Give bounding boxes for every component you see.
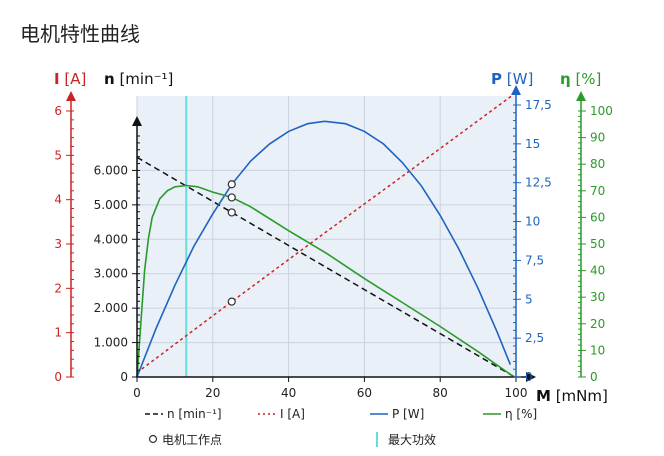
y-tick-label-n: 1.000: [94, 336, 128, 350]
y-tick-label-P: 7,5: [525, 253, 544, 267]
y-axis-arrow-eta: [576, 91, 586, 101]
x-tick-label: 60: [357, 386, 372, 400]
y-tick-label-P: 10: [525, 215, 540, 229]
y-tick-label-n: 6.000: [94, 163, 128, 177]
y-tick-label-eta: 0: [590, 370, 598, 384]
legend-label-operating-point: 电机工作点: [162, 433, 222, 447]
y-tick-label-eta: 50: [590, 237, 605, 251]
plot-area: [137, 96, 516, 377]
y-axis-P: 0 2,5 5 7,5 10 12,5 15 17,5 P [W]: [491, 70, 552, 384]
y-tick-label-I: 1: [54, 326, 62, 340]
x-axis-title: M [mNm]: [536, 387, 608, 405]
y-tick-label-I: 6: [54, 104, 62, 118]
operating-point-marker-eta: [227, 193, 236, 202]
x-tick-label: 100: [505, 386, 528, 400]
y-tick-label-P: 2,5: [525, 331, 544, 345]
legend-label-eta: η [%]: [505, 407, 537, 421]
y-tick-label-n: 0: [120, 370, 128, 384]
y-tick-label-eta: 10: [590, 343, 605, 357]
y-tick-label-I: 4: [54, 193, 62, 207]
series-line-n: [136, 156, 515, 378]
legend-label-P: P [W]: [392, 407, 424, 421]
y-tick-label-n: 2.000: [94, 301, 128, 315]
y-tick-label-P: 5: [525, 292, 533, 306]
x-tick-label: 40: [281, 386, 296, 400]
y-tick-label-P: 0: [525, 370, 533, 384]
y-tick-label-I: 2: [54, 281, 62, 295]
y-axis-title-P: P [W]: [491, 70, 533, 88]
x-axis-arrow: [526, 372, 536, 382]
y-tick-label-eta: 70: [590, 184, 605, 198]
y-tick-label-I: 0: [54, 370, 62, 384]
y-tick-label-eta: 100: [590, 104, 613, 118]
y-tick-label-P: 12,5: [525, 176, 552, 190]
y-tick-label-n: 4.000: [94, 232, 128, 246]
legend-label-max-power: 最大功效: [388, 432, 436, 447]
x-tick-label: 80: [433, 386, 448, 400]
y-tick-label-eta: 30: [590, 290, 605, 304]
legend-swatch-operating-point: [148, 434, 158, 444]
legend-label-I: I [A]: [280, 407, 305, 421]
y-tick-label-P: 17,5: [525, 98, 552, 112]
y-axis-n: 0 1.000 2.000 3.000 4.000 5.000 6.000 n [min⁻¹]: [94, 70, 174, 384]
y-tick-label-eta: 20: [590, 317, 605, 331]
page-title: 电机特性曲线: [20, 22, 140, 46]
series-line-P: [136, 120, 512, 378]
y-axis-title-I: I [A]: [54, 70, 86, 88]
y-tick-label-eta: 80: [590, 157, 605, 171]
operating-point-marker-I: [227, 297, 236, 306]
series-line-I: [136, 94, 513, 374]
operating-point-marker-n: [227, 208, 236, 217]
y-tick-label-I: 3: [54, 237, 62, 251]
y-tick-label-eta: 40: [590, 264, 605, 278]
x-tick-label: 0: [133, 386, 141, 400]
series-line-eta: [136, 184, 515, 378]
y-tick-label-eta: 90: [590, 131, 605, 145]
legend-label-n: n [min⁻¹]: [167, 407, 222, 421]
y-axis-arrow-P: [511, 85, 521, 95]
y-tick-label-I: 5: [54, 148, 62, 162]
y-axis-title-eta: η [%]: [560, 70, 601, 88]
y-axis-title-n: n [min⁻¹]: [104, 70, 173, 88]
legend: n [min⁻¹] I [A] P [W] η [%] 电机工作点 最大功效: [145, 407, 537, 447]
y-axis-eta: 0 10 20 30 40 50 60 70 80 90 100 η [%]: [560, 70, 613, 384]
y-axis-arrow-n: [132, 116, 142, 126]
x-tick-label: 20: [205, 386, 220, 400]
y-tick-label-eta: 60: [590, 210, 605, 224]
operating-point-marker-P: [227, 180, 236, 189]
y-tick-label-n: 5.000: [94, 198, 128, 212]
x-axis: 0 20 40 60 80 100 M [mNm]: [133, 372, 608, 405]
y-tick-label-P: 15: [525, 137, 540, 151]
y-tick-label-n: 3.000: [94, 267, 128, 281]
y-axis-arrow-I: [66, 91, 76, 101]
y-axis-I: 0 1 2 3 4 5 6 I [A]: [54, 70, 86, 384]
